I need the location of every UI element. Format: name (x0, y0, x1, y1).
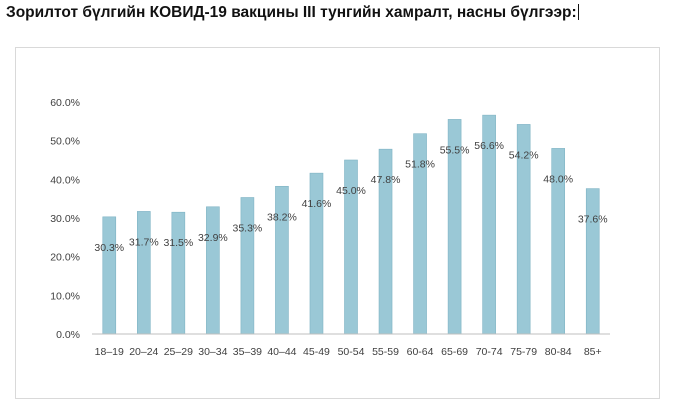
x-tick-label: 85+ (584, 346, 602, 358)
x-tick-label: 40–44 (267, 346, 296, 358)
document-title: Зорилтот бүлгийн КОВИД-19 вакцины III ту… (6, 4, 579, 22)
bar (102, 216, 117, 335)
data-label: 55.5% (440, 144, 470, 156)
data-label: 35.3% (233, 223, 263, 235)
x-tick-label: 25–29 (164, 346, 193, 358)
data-label: 45.0% (336, 185, 366, 197)
y-tick-label: 10.0% (50, 290, 80, 302)
bar (585, 188, 600, 335)
data-label: 31.7% (129, 236, 159, 248)
bar (206, 206, 220, 335)
data-label: 37.6% (578, 214, 608, 226)
y-tick-label: 40.0% (50, 174, 80, 186)
data-label: 32.9% (198, 232, 228, 244)
y-tick-label: 60.0% (50, 97, 80, 109)
data-label: 41.6% (302, 198, 332, 210)
data-label: 31.5% (163, 237, 193, 249)
data-label: 56.6% (474, 140, 504, 152)
data-label: 48.0% (543, 173, 573, 185)
x-tick-label: 65-69 (441, 346, 468, 358)
document-title-text: Зорилтот бүлгийн КОВИД-19 вакцины III ту… (6, 4, 577, 21)
y-tick-label: 0.0% (56, 329, 80, 341)
x-tick-label: 20–24 (129, 346, 158, 358)
x-tick-label: 80-84 (545, 346, 572, 358)
x-tick-label: 75-79 (510, 346, 537, 358)
y-tick-label: 50.0% (50, 136, 80, 148)
x-tick-label: 45-49 (303, 346, 330, 358)
data-label: 30.3% (94, 242, 124, 254)
data-label: 54.2% (509, 149, 539, 161)
x-tick-label: 60-64 (407, 346, 434, 358)
data-label: 47.8% (371, 174, 401, 186)
x-tick-label: 50-54 (338, 346, 365, 358)
bar (275, 185, 289, 335)
bar (240, 197, 255, 335)
x-tick-label: 35–39 (233, 346, 262, 358)
bar (137, 211, 151, 335)
y-tick-label: 30.0% (50, 213, 80, 225)
x-tick-label: 30–34 (198, 346, 227, 358)
bar (171, 211, 186, 335)
data-label: 38.2% (267, 211, 297, 223)
x-tick-label: 55-59 (372, 346, 399, 358)
text-cursor (577, 4, 579, 20)
y-tick-label: 20.0% (50, 252, 80, 264)
x-tick-label: 18–19 (95, 346, 124, 358)
data-label: 51.8% (405, 159, 435, 171)
x-tick-label: 70-74 (476, 346, 503, 358)
